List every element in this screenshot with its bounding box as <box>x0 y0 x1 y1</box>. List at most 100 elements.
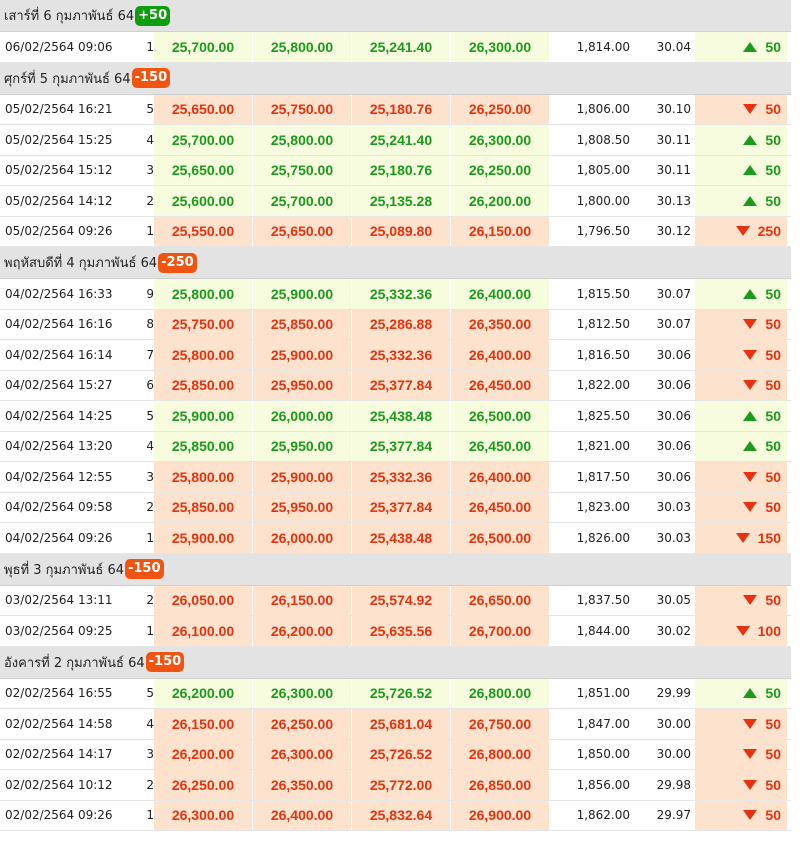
ornament-buy-price: 25,180.76 <box>352 155 451 185</box>
table-row: 02/02/2564 16:55 5 26,200.00 26,300.00 2… <box>0 678 791 709</box>
day-title: เสาร์ที่ 6 กุมภาพันธ์ 64 <box>4 9 135 24</box>
table-row: 04/02/2564 16:16 8 25,750.00 25,850.00 2… <box>0 309 791 340</box>
price-change: 50 <box>695 94 787 124</box>
exchange-rate: 30.00 <box>656 747 691 762</box>
gold-spot-usd: 1,825.50 <box>576 408 630 423</box>
timestamp: 04/02/2564 16:14 <box>5 347 113 362</box>
bar-buy-price: 26,300.00 <box>154 800 253 830</box>
table-row: 05/02/2564 15:12 3 25,650.00 25,750.00 2… <box>0 155 791 186</box>
exchange-rate: 30.03 <box>656 500 691 515</box>
ornament-buy-price: 25,377.84 <box>352 431 451 461</box>
exchange-rate: 30.06 <box>656 408 691 423</box>
ornament-sell-price: 26,250.00 <box>451 94 550 124</box>
gold-spot-usd: 1,862.00 <box>576 808 630 823</box>
price-change: 250 <box>695 216 787 246</box>
price-cells: 25,900.00 26,000.00 25,438.48 26,500.00 <box>154 401 550 431</box>
bar-sell-price: 25,950.00 <box>253 431 352 461</box>
ornament-sell-price: 26,700.00 <box>451 616 550 646</box>
price-change-value: 250 <box>757 223 781 240</box>
price-cells: 25,850.00 25,950.00 25,377.84 26,450.00 <box>154 370 550 400</box>
ornament-sell-price: 26,300.00 <box>451 125 550 155</box>
price-cells: 25,850.00 25,950.00 25,377.84 26,450.00 <box>154 431 550 461</box>
ornament-sell-price: 26,750.00 <box>451 709 550 739</box>
ornament-sell-price: 26,650.00 <box>451 585 550 615</box>
ornament-sell-price: 26,200.00 <box>451 186 550 216</box>
table-row: 04/02/2564 09:26 1 25,900.00 26,000.00 2… <box>0 523 791 554</box>
exchange-rate: 30.06 <box>656 469 691 484</box>
bar-buy-price: 25,850.00 <box>154 431 253 461</box>
triangle-down-icon <box>743 749 758 760</box>
triangle-down-icon <box>735 532 750 543</box>
table-row: 05/02/2564 09:26 1 25,550.00 25,650.00 2… <box>0 216 791 247</box>
price-change: 50 <box>695 462 787 492</box>
timestamp: 04/02/2564 09:58 <box>5 500 113 515</box>
table-row: 06/02/2564 09:06 1 25,700.00 25,800.00 2… <box>0 32 791 63</box>
triangle-down-icon <box>743 319 758 330</box>
table-row: 03/02/2564 09:25 1 26,100.00 26,200.00 2… <box>0 616 791 647</box>
price-cells: 25,900.00 26,000.00 25,438.48 26,500.00 <box>154 523 550 553</box>
day-change-badge: -150 <box>145 652 185 672</box>
gold-spot-usd: 1,812.50 <box>576 317 630 332</box>
price-change-value: 50 <box>765 746 781 763</box>
price-change: 50 <box>695 739 787 769</box>
bar-sell-price: 26,200.00 <box>253 616 352 646</box>
ornament-buy-price: 25,377.84 <box>352 492 451 522</box>
update-number: 3 <box>146 469 154 484</box>
update-number: 5 <box>146 102 154 117</box>
timestamp: 04/02/2564 16:16 <box>5 317 113 332</box>
gold-spot-usd: 1,851.00 <box>576 686 630 701</box>
price-change: 50 <box>695 401 787 431</box>
price-change: 50 <box>695 125 787 155</box>
bar-sell-price: 25,950.00 <box>253 370 352 400</box>
price-change: 50 <box>695 678 787 708</box>
exchange-rate: 30.11 <box>656 163 691 178</box>
table-row: 05/02/2564 14:12 2 25,600.00 25,700.00 2… <box>0 186 791 217</box>
timestamp: 06/02/2564 09:06 <box>5 39 113 54</box>
exchange-rate: 29.97 <box>656 808 691 823</box>
bar-buy-price: 25,750.00 <box>154 309 253 339</box>
update-number: 2 <box>146 193 154 208</box>
gold-spot-usd: 1,814.00 <box>576 39 630 54</box>
bar-buy-price: 25,600.00 <box>154 186 253 216</box>
price-change-value: 50 <box>765 192 781 209</box>
exchange-rate: 29.99 <box>656 686 691 701</box>
bar-buy-price: 25,850.00 <box>154 370 253 400</box>
price-change-value: 50 <box>765 346 781 363</box>
exchange-rate: 30.10 <box>656 102 691 117</box>
bar-sell-price: 26,000.00 <box>253 401 352 431</box>
price-change: 50 <box>695 340 787 370</box>
gold-spot-usd: 1,856.00 <box>576 777 630 792</box>
price-change: 50 <box>695 585 787 615</box>
ornament-sell-price: 26,350.00 <box>451 309 550 339</box>
table-row: 03/02/2564 13:11 2 26,050.00 26,150.00 2… <box>0 585 791 616</box>
price-change-value: 50 <box>765 592 781 609</box>
gold-spot-usd: 1,850.00 <box>576 747 630 762</box>
price-change-value: 50 <box>765 101 781 118</box>
triangle-down-icon <box>743 380 758 391</box>
day-rows: 06/02/2564 09:06 1 25,700.00 25,800.00 2… <box>0 32 791 63</box>
price-change: 50 <box>695 709 787 739</box>
day-rows: 04/02/2564 16:33 9 25,800.00 25,900.00 2… <box>0 279 791 554</box>
bar-sell-price: 25,750.00 <box>253 94 352 124</box>
price-change: 50 <box>695 370 787 400</box>
exchange-rate: 30.11 <box>656 132 691 147</box>
update-number: 2 <box>146 593 154 608</box>
ornament-buy-price: 25,726.52 <box>352 739 451 769</box>
price-change: 50 <box>695 431 787 461</box>
bar-sell-price: 25,850.00 <box>253 309 352 339</box>
bar-buy-price: 25,650.00 <box>154 155 253 185</box>
gold-spot-usd: 1,823.00 <box>576 500 630 515</box>
price-change-value: 150 <box>757 529 781 546</box>
exchange-rate: 30.00 <box>656 716 691 731</box>
exchange-rate: 30.04 <box>656 39 691 54</box>
day-group: ศุกร์ที่ 5 กุมภาพันธ์ 64 -150 05/02/2564… <box>0 62 791 247</box>
price-change-value: 50 <box>765 807 781 824</box>
triangle-up-icon <box>743 441 758 452</box>
price-change-value: 50 <box>765 377 781 394</box>
table-row: 05/02/2564 15:25 4 25,700.00 25,800.00 2… <box>0 125 791 156</box>
update-number: 4 <box>146 132 154 147</box>
update-number: 4 <box>146 439 154 454</box>
timestamp: 04/02/2564 16:33 <box>5 286 113 301</box>
exchange-rate: 29.98 <box>656 777 691 792</box>
bar-sell-price: 25,700.00 <box>253 186 352 216</box>
